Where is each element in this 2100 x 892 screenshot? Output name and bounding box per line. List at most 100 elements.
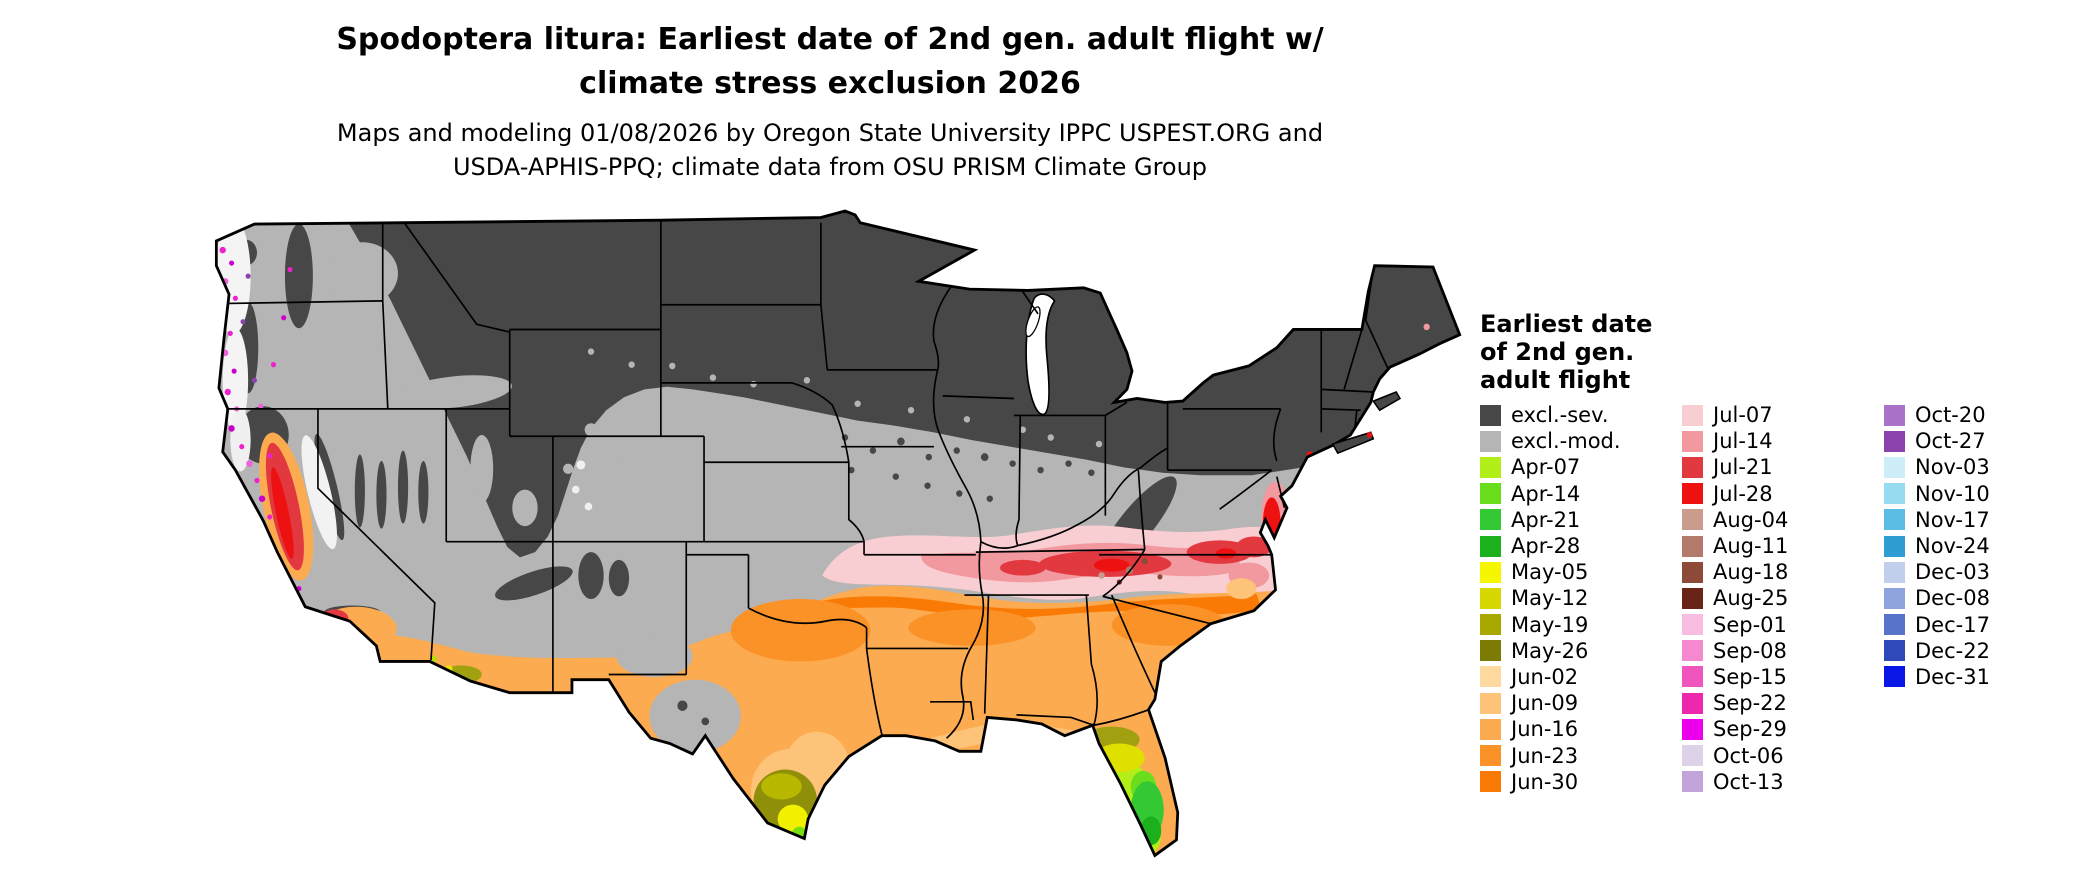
legend-entry: Dec-22 — [1884, 638, 1990, 664]
legend-swatch — [1682, 692, 1703, 714]
legend-label: Jun-09 — [1511, 691, 1579, 716]
legend-swatch — [1682, 456, 1703, 478]
figure-title: Spodoptera litura: Earliest date of 2nd … — [0, 18, 1660, 106]
legend-swatch — [1480, 535, 1501, 557]
legend-swatch — [1884, 430, 1905, 452]
map-color-regions — [216, 211, 1460, 856]
legend-label: May-12 — [1511, 586, 1589, 611]
legend-swatch — [1884, 404, 1905, 426]
legend-swatch — [1682, 640, 1703, 662]
figure-subtitle-line2: USDA-APHIS-PPQ; climate data from OSU PR… — [452, 153, 1208, 181]
legend-label: Dec-22 — [1915, 638, 1990, 663]
legend-entry: Jul-07 — [1682, 402, 1788, 428]
legend-entry: Dec-31 — [1884, 664, 1990, 690]
legend-entry: Apr-28 — [1480, 533, 1621, 559]
legend-label: Jun-30 — [1511, 769, 1579, 794]
legend-label: Aug-11 — [1713, 534, 1789, 559]
legend-column-3: Oct-20 Oct-27 Nov-03 Nov-10 Nov-17 Nov-24 Dec-… — [1884, 402, 1990, 690]
us-map — [214, 209, 1462, 858]
legend-entry: Aug-18 — [1682, 559, 1788, 585]
legend-swatch — [1480, 587, 1501, 609]
legend-swatch — [1884, 666, 1905, 688]
map-outline — [214, 209, 1462, 858]
legend-swatch — [1682, 561, 1703, 583]
legend-swatch — [1480, 483, 1501, 505]
legend-swatch — [1480, 771, 1501, 793]
legend-title: Earliest date of 2nd gen. adult flight — [1480, 310, 1652, 394]
long-island — [1331, 431, 1375, 455]
legend-swatch — [1480, 666, 1501, 688]
legend-swatch — [1682, 614, 1703, 636]
legend-label: Aug-25 — [1713, 586, 1789, 611]
legend-swatch — [1884, 483, 1905, 505]
legend-label: Sep-01 — [1713, 612, 1787, 637]
legend-title-line2: of 2nd gen. — [1480, 338, 1635, 366]
legend-swatch — [1480, 692, 1501, 714]
legend-entry: Jun-23 — [1480, 742, 1621, 768]
figure-subtitle: Maps and modeling 01/08/2026 by Oregon S… — [0, 116, 1660, 184]
legend-label: May-19 — [1511, 612, 1589, 637]
legend-swatch — [1682, 771, 1703, 793]
legend-label: excl.-sev. — [1511, 403, 1609, 428]
legend-entry: Apr-14 — [1480, 481, 1621, 507]
legend-swatch — [1480, 718, 1501, 740]
legend-entry: Sep-22 — [1682, 690, 1788, 716]
legend-swatch — [1884, 640, 1905, 662]
figure-title-line1: Spodoptera litura: Earliest date of 2nd … — [336, 22, 1324, 57]
legend-swatch — [1480, 640, 1501, 662]
legend-label: Dec-17 — [1915, 612, 1990, 637]
legend-entry: Dec-03 — [1884, 559, 1990, 585]
legend-entry: May-12 — [1480, 585, 1621, 611]
legend-swatch — [1884, 561, 1905, 583]
legend-label: Nov-10 — [1915, 481, 1990, 506]
figure-subtitle-line1: Maps and modeling 01/08/2026 by Oregon S… — [336, 119, 1324, 147]
legend-label: May-05 — [1511, 560, 1589, 585]
legend-entry: Sep-01 — [1682, 612, 1788, 638]
legend-label: Oct-06 — [1713, 743, 1784, 768]
legend-label: Oct-20 — [1915, 403, 1986, 428]
legend-entry: Nov-17 — [1884, 507, 1990, 533]
legend-label: Sep-15 — [1713, 664, 1787, 689]
cape-cod — [1372, 391, 1402, 412]
legend-label: Dec-03 — [1915, 560, 1990, 585]
legend-entry: May-19 — [1480, 612, 1621, 638]
legend-entry: excl.-mod. — [1480, 428, 1621, 454]
legend-entry: Oct-06 — [1682, 742, 1788, 768]
legend-label: Apr-14 — [1511, 481, 1581, 506]
legend-swatch — [1682, 745, 1703, 767]
legend-label: Jun-02 — [1511, 664, 1579, 689]
green-bay — [1025, 306, 1041, 338]
legend-entry: Jul-21 — [1682, 454, 1788, 480]
legend-entry: Oct-20 — [1884, 402, 1990, 428]
legend-label: Sep-22 — [1713, 691, 1787, 716]
legend-swatch — [1682, 430, 1703, 452]
us-map-figure — [210, 198, 1480, 888]
legend-label: Oct-13 — [1713, 769, 1784, 794]
legend-entry: Jul-28 — [1682, 481, 1788, 507]
legend-swatch — [1682, 483, 1703, 505]
legend-entry: Nov-24 — [1884, 533, 1990, 559]
legend-swatch — [1884, 456, 1905, 478]
legend-entry: Apr-21 — [1480, 507, 1621, 533]
legend-entry: Jun-02 — [1480, 664, 1621, 690]
legend-label: Apr-07 — [1511, 455, 1581, 480]
legend-entry: Jul-14 — [1682, 428, 1788, 454]
legend-swatch — [1682, 509, 1703, 531]
legend-title-line1: Earliest date — [1480, 310, 1653, 338]
legend-entry: May-26 — [1480, 638, 1621, 664]
legend-swatch — [1480, 509, 1501, 531]
legend-label: Jun-23 — [1511, 743, 1579, 768]
legend-entry: Dec-17 — [1884, 612, 1990, 638]
legend-label: Apr-21 — [1511, 507, 1581, 532]
legend-label: Jul-21 — [1713, 455, 1773, 480]
legend-label: Jul-07 — [1713, 403, 1773, 428]
legend-entry: May-05 — [1480, 559, 1621, 585]
legend-swatch — [1480, 456, 1501, 478]
legend-entry: Jun-09 — [1480, 690, 1621, 716]
figure-title-line2: climate stress exclusion 2026 — [579, 66, 1081, 101]
legend-label: Nov-24 — [1915, 534, 1990, 559]
legend-label: Nov-17 — [1915, 507, 1990, 532]
legend-swatch — [1884, 509, 1905, 531]
long-island-speck — [1366, 432, 1373, 438]
